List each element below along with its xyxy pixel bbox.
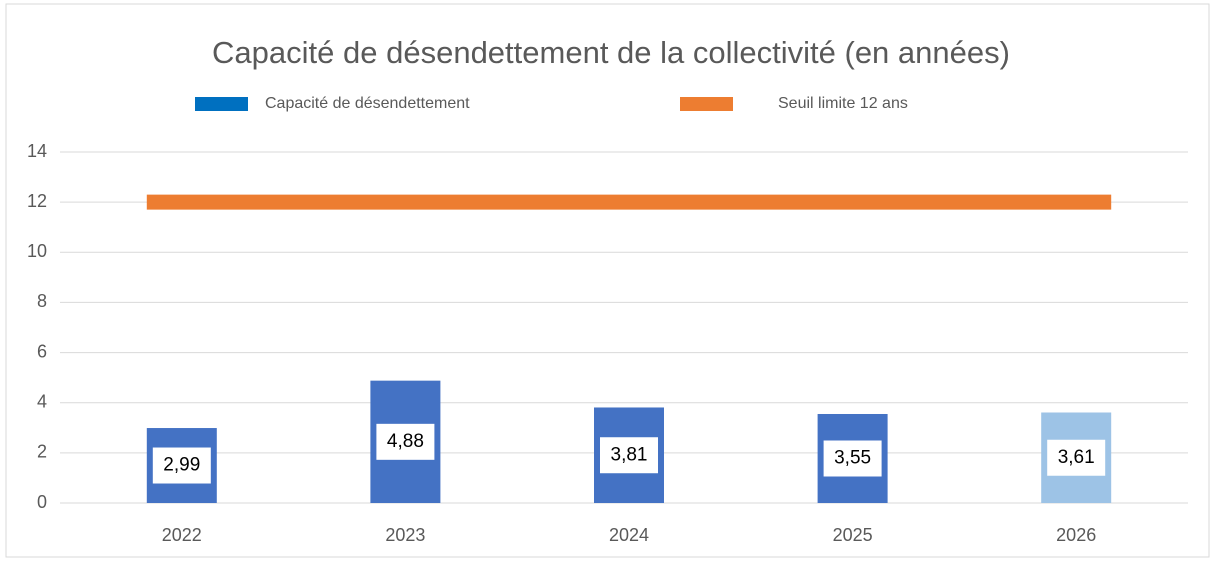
data-label-box [376, 423, 435, 460]
y-tick-label: 4 [37, 391, 47, 411]
x-tick-label: 2025 [833, 525, 873, 545]
legend-swatch [195, 97, 248, 111]
legend-swatch [680, 97, 733, 111]
y-tick-label: 2 [37, 442, 47, 462]
data-label-box [600, 437, 658, 474]
data-label-box [152, 447, 211, 484]
data-label-box [1047, 439, 1106, 476]
data-label: 3,61 [1058, 447, 1095, 468]
chart-title: Capacité de désendettement de la collect… [212, 35, 1010, 70]
legend-label: Capacité de désendettement [265, 95, 470, 112]
data-label: 3,55 [834, 448, 871, 469]
y-tick-label: 6 [37, 341, 47, 361]
x-tick-label: 2026 [1056, 525, 1096, 545]
data-label: 2,99 [163, 455, 200, 476]
data-label: 3,81 [611, 444, 648, 465]
x-tick-label: 2024 [609, 525, 649, 545]
legend-label: Seuil limite 12 ans [778, 95, 908, 112]
y-tick-label: 10 [27, 241, 47, 261]
x-tick-label: 2023 [385, 525, 425, 545]
x-tick-label: 2022 [162, 525, 202, 545]
y-tick-label: 14 [27, 141, 47, 161]
data-label-box [823, 440, 882, 477]
y-tick-label: 12 [27, 191, 47, 211]
data-label: 4,88 [387, 431, 424, 452]
y-tick-label: 8 [37, 291, 47, 311]
y-tick-label: 0 [37, 492, 47, 512]
